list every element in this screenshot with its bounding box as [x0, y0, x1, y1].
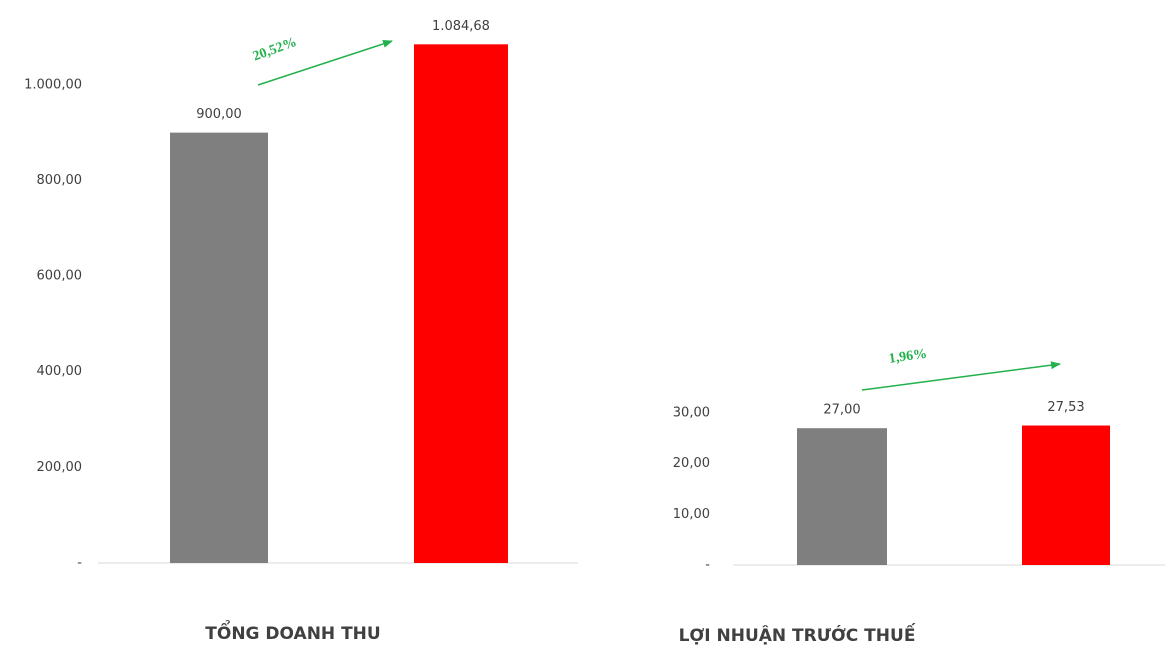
data-label: 1.084,68: [432, 19, 490, 34]
y-tick-label: -: [705, 558, 710, 573]
annotation: 20,52%: [251, 35, 299, 65]
y-tick-label: 200,00: [37, 460, 83, 475]
chart-title: LỢI NHUẬN TRƯỚC THUẾ: [679, 622, 916, 646]
y-tick-label: -: [77, 556, 82, 571]
chart-title: TỔNG DOANH THU: [205, 619, 380, 644]
arrow: [861, 361, 1061, 391]
y-tick-label: 1.000,00: [24, 77, 82, 92]
arrow: [257, 40, 393, 86]
bar: [1022, 425, 1110, 565]
y-tick-label: 400,00: [37, 364, 83, 379]
bar: [797, 428, 887, 565]
y-tick-label: 600,00: [37, 269, 83, 284]
y-tick-label: 10,00: [673, 507, 710, 522]
data-label: 27,53: [1047, 400, 1084, 415]
bar: [414, 44, 508, 563]
bar: [170, 132, 268, 564]
data-label: 900,00: [196, 107, 242, 122]
data-label: 27,00: [823, 403, 860, 418]
y-tick-label: 800,00: [37, 173, 83, 188]
y-tick-label: 20,00: [673, 456, 710, 471]
annotation: 1,96%: [888, 347, 928, 367]
y-tick-label: 30,00: [673, 406, 710, 421]
